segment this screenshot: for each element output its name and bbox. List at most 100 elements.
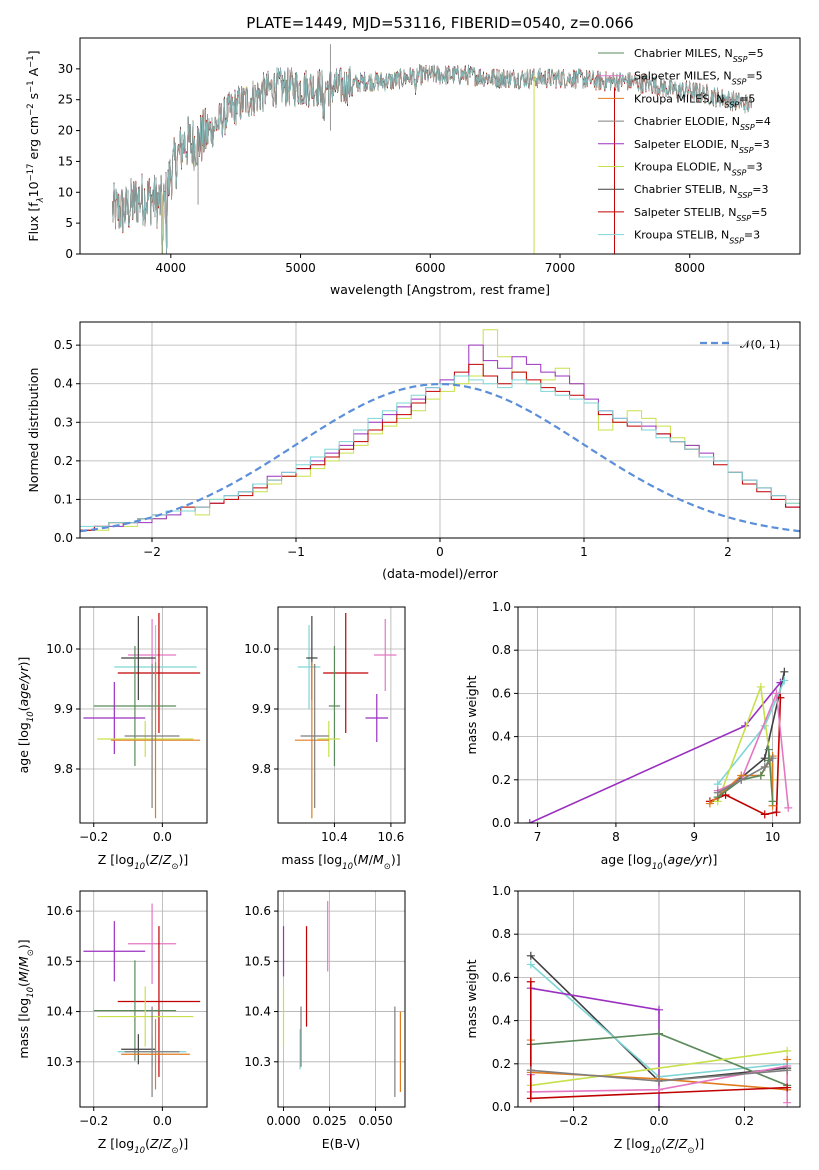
x-tick-label: 0.2 [735,1114,754,1128]
x-tick-label: 1 [580,545,588,559]
weight-marker [772,808,781,817]
weight-marker [525,819,534,823]
x-axis-label: Z [log10(Z/Z⊙)] [98,852,188,872]
errorbar-point [83,682,146,754]
x-tick-label: 6000 [415,261,446,275]
plot-area-age_vs_Z [80,607,207,823]
axes-frame [79,606,208,824]
weight-marker [655,1029,663,1038]
y-tick-label: 0.6 [492,686,511,700]
histogram-step [80,375,800,527]
errorbar-point [323,613,369,733]
x-tick-label: 10.6 [378,830,405,844]
errorbar-point [121,1034,156,1065]
y-tick-label: 10.6 [46,904,73,918]
y-axis-label: Flux [fλ10−17 erg cm−2 s−1 A−1] [26,50,46,241]
x-tick-label: 8000 [674,261,705,275]
y-tick-label: 10.6 [244,904,271,918]
y-tick-label: 1.0 [492,884,511,898]
y-tick-label: 20 [58,124,73,138]
y-tick-label: 30 [58,62,73,76]
y-tick-label: 0.0 [492,816,511,830]
axes-frame [277,606,406,824]
weight-marker [760,762,769,771]
legend-entry: Salpeter MILES, NSSP=5 [634,70,763,87]
weight-marker [756,771,765,780]
axes-residuals: −2 −1 0 1 2 0.0 0.1 0.2 0.3 0.4 0.5 [54,321,801,559]
x-tick-label: 10 [765,830,780,844]
weight-marker [784,803,793,812]
errorbar-point [97,721,194,757]
y-tick-label: 10.5 [46,954,73,968]
errorbar-point [300,664,329,808]
axes-mass_vs_ebv: 0.000 0.025 0.050 10.3 10.4 10.5 10.6 [244,890,406,1128]
weight-marker [737,775,746,784]
y-tick-label: 10 [58,185,73,199]
legend-entry: Kroupa ELODIE, NSSP=3 [634,161,763,178]
y-tick-label: 0.4 [492,730,511,744]
y-tick-label: 0.2 [492,1057,511,1071]
errorbar-point [328,646,341,766]
x-axis-label: E(B-V) [322,1136,361,1151]
y-tick-label: 10.0 [46,642,73,656]
plot-area-residuals [80,322,800,538]
y-tick-label: 10.3 [46,1055,73,1069]
x-axis-label: age [log10(age/yr)] [601,852,718,872]
weight-marker [783,1098,792,1107]
y-tick-label: 25 [58,93,73,107]
weight-marker [780,676,789,685]
x-tick-label: 7 [534,830,542,844]
spectrum-line [112,64,753,254]
y-tick-label: 15 [58,154,73,168]
y-tick-label: 0.1 [54,492,73,506]
axes-mass_vs_Z: −0.2 0.0 10.3 10.4 10.5 10.6 [46,890,208,1128]
axes-spectrum: 4000 5000 6000 7000 8000 0 5 10 15 20 25 30 [58,37,801,275]
x-tick-label: 2 [724,545,732,559]
y-axis-label: mass weight [464,959,479,1038]
errorbar-point [121,1019,190,1090]
x-tick-label: 4000 [156,261,187,275]
x-axis-label: mass [log10(M/M⊙)] [281,852,400,872]
weight-marker [768,754,777,763]
x-tick-label: 10.4 [321,830,348,844]
plot-area-mass_vs_Z [80,891,207,1107]
y-tick-label: 9.8 [252,762,271,776]
weight-marker [655,1103,663,1107]
errorbar-point [110,662,201,819]
y-tick-label: 0.8 [492,643,511,657]
legend-entry: Chabrier ELODIE, NSSP=4 [634,115,771,132]
x-axis-label: (data-model)/error [382,566,499,581]
x-tick-label: 7000 [545,261,576,275]
axes-frame [517,606,801,824]
y-tick-label: 10.5 [244,954,271,968]
x-tick-label: 0.000 [266,1114,300,1128]
y-tick-label: 0.0 [54,531,73,545]
plot-area-age_vs_mass [278,607,405,823]
errorbar-point [124,664,180,808]
y-axis-label: age [log10(age/yr)] [16,657,36,774]
legend-entry: Chabrier STELIB, NSSP=3 [634,183,768,200]
y-tick-label: 10.4 [46,1005,73,1019]
weight-marker [655,1077,663,1086]
x-tick-label: −0.2 [79,1114,108,1128]
plot-area-spectrum [112,44,753,254]
weight-marker [783,1066,792,1075]
weight-marker [783,1046,792,1055]
y-axis-label: mass weight [464,675,479,754]
y-tick-label: 0.3 [54,415,73,429]
y-axis-label: mass [log10(M/M⊙)] [16,939,36,1058]
plot-area-mass_vs_ebv [278,891,405,1107]
errorbar-point [373,619,397,691]
y-tick-label: 10.4 [244,1005,271,1019]
x-tick-label: 9 [690,830,698,844]
x-tick-label: 0 [436,545,444,559]
weight-marker [526,951,535,960]
x-tick-label: 0.050 [358,1114,392,1128]
y-tick-label: 0 [65,247,73,261]
y-tick-label: 0.2 [492,773,511,787]
weight-marker [705,799,714,808]
x-tick-label: 0.0 [153,1114,172,1128]
y-tick-label: 0.4 [54,377,73,391]
weight-marker [526,1094,535,1103]
y-tick-label: 0.8 [492,927,511,941]
